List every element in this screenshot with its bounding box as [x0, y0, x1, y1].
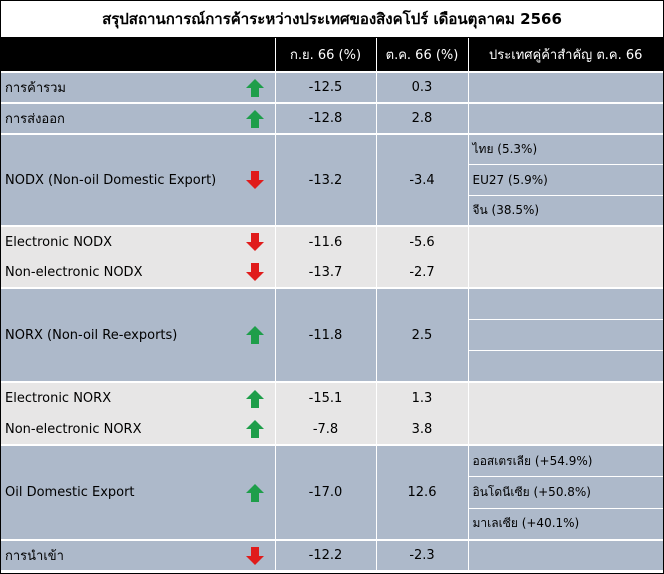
partner-item: มาเลเซีย (+40.1%)	[472, 516, 580, 531]
row-label: การส่งออก	[5, 112, 65, 127]
arrow-up-icon	[245, 109, 264, 128]
partners-list	[468, 289, 664, 381]
row-label: Non-electronic NORX	[5, 421, 142, 437]
partner-item: ออสเตรเลีย (+54.9%)	[468, 446, 663, 478]
arrow-down-icon	[245, 233, 264, 251]
table-row: NORX (Non-oil Re-exports) -11.8 2.5	[1, 287, 664, 382]
table-row: NODX (Non-oil Domestic Export) -13.2 -3.…	[1, 133, 663, 226]
table-title: สรุปสถานการณ์การค้าระหว่างประเทศของสิงคโ…	[1, 1, 663, 38]
arrow-up-icon	[245, 78, 264, 97]
table-row: Electronic NODX -11.6 -5.6	[1, 225, 663, 257]
oct-value: -3.4	[375, 133, 468, 226]
sep-value: -17.0	[274, 444, 376, 540]
table-row: Electronic NORX -15.1 1.3	[1, 381, 663, 414]
row-label: Non-electronic NODX	[5, 264, 143, 280]
oct-value: -5.6	[375, 225, 468, 257]
row-label-cell: Oil Domestic Export	[1, 444, 275, 540]
partner-item	[468, 320, 663, 351]
sep-value: -13.7	[274, 257, 376, 288]
row-label-cell: การส่งออก	[1, 102, 275, 134]
row-label-cell: Electronic NODX	[1, 225, 275, 257]
table-row: การค้ารวม -12.5 0.3	[1, 71, 663, 103]
partners-cell	[467, 102, 663, 134]
partners-cell	[467, 287, 664, 382]
row-label: การค้ารวม	[5, 81, 67, 96]
header-row: ก.ย. 66 (%) ต.ค. 66 (%) ประเทศคู่ค้าสำคั…	[1, 38, 663, 72]
arrow-up-icon	[245, 326, 264, 344]
row-label-cell: Non-electronic NODX	[1, 257, 275, 288]
arrow-down-icon	[245, 263, 264, 281]
row-label-cell: การค้ารวม	[1, 71, 275, 103]
sep-value: -11.8	[274, 287, 376, 382]
row-label: Electronic NORX	[5, 391, 112, 406]
row-label-cell: NODX (Non-oil Domestic Export)	[1, 133, 275, 226]
sep-value: -12.2	[274, 539, 376, 570]
sep-value: -15.1	[274, 381, 376, 414]
partners-list: ไทย (5.3%) EU27 (5.9%) จีน (38.5%)	[468, 135, 663, 225]
partners-cell	[467, 257, 663, 288]
sep-value: -12.5	[274, 71, 376, 103]
arrow-up-icon	[245, 420, 264, 438]
row-label-cell: Electronic NORX	[1, 381, 275, 414]
trade-table: ก.ย. 66 (%) ต.ค. 66 (%) ประเทศคู่ค้าสำคั…	[1, 38, 663, 570]
partner-item: ไทย (5.3%)	[468, 135, 663, 166]
partners-cell	[467, 539, 663, 570]
header-item	[1, 38, 276, 72]
row-label: การนำเข้า	[5, 549, 64, 564]
row-label-cell: การนำเข้า	[1, 539, 275, 570]
header-oct: ต.ค. 66 (%)	[376, 38, 469, 72]
oct-value: 3.8	[375, 414, 468, 445]
row-label: NODX (Non-oil Domestic Export)	[5, 172, 217, 188]
row-label: Oil Domestic Export	[5, 485, 135, 500]
oct-value: -2.3	[375, 539, 468, 570]
partner-item	[469, 351, 664, 381]
partners-cell: ออสเตรเลีย (+54.9%) อินโดนีเซีย (+50.8%)…	[467, 444, 663, 540]
table-row: Oil Domestic Export -17.0 12.6 ออสเตรเลี…	[1, 444, 663, 540]
partners-cell	[467, 71, 663, 103]
partner-item: EU27 (5.9%)	[468, 165, 663, 196]
oct-value: 2.5	[375, 287, 468, 382]
table-row: การส่งออก -12.8 2.8	[1, 102, 663, 134]
oct-value: 1.3	[375, 381, 468, 414]
arrow-down-icon	[245, 546, 264, 565]
sep-value: -12.8	[274, 102, 376, 134]
oct-value: -2.7	[375, 257, 468, 288]
sep-value: -11.6	[274, 225, 376, 257]
sep-value: -13.2	[274, 133, 376, 226]
oct-value: 12.6	[375, 444, 468, 540]
row-label-cell: NORX (Non-oil Re-exports)	[1, 287, 275, 382]
partners-list: ออสเตรเลีย (+54.9%) อินโดนีเซีย (+50.8%)…	[468, 446, 663, 539]
partners-cell	[467, 381, 663, 414]
sep-value: -7.8	[274, 414, 376, 445]
arrow-up-icon	[245, 389, 264, 408]
partners-cell	[467, 225, 663, 257]
table-row: Non-electronic NORX -7.8 3.8	[1, 414, 663, 445]
arrow-down-icon	[245, 171, 264, 189]
row-label: NORX (Non-oil Re-exports)	[5, 327, 178, 343]
arrow-up-icon	[245, 483, 264, 502]
header-partners: ประเทศคู่ค้าสำคัญ ต.ค. 66	[468, 38, 663, 72]
partner-item: จีน (38.5%)	[472, 202, 540, 217]
table-row: Non-electronic NODX -13.7 -2.7	[1, 257, 663, 288]
partners-cell	[467, 414, 663, 445]
row-label-cell: Non-electronic NORX	[1, 414, 275, 445]
partner-item	[468, 289, 663, 320]
partner-item: อินโดนีเซีย (+50.8%)	[468, 477, 663, 509]
table-row: การนำเข้า -12.2 -2.3	[1, 539, 663, 570]
oct-value: 0.3	[375, 71, 468, 103]
header-sep: ก.ย. 66 (%)	[275, 38, 377, 72]
oct-value: 2.8	[375, 102, 468, 134]
row-label: Electronic NODX	[5, 234, 113, 250]
partners-cell: ไทย (5.3%) EU27 (5.9%) จีน (38.5%)	[467, 133, 663, 226]
